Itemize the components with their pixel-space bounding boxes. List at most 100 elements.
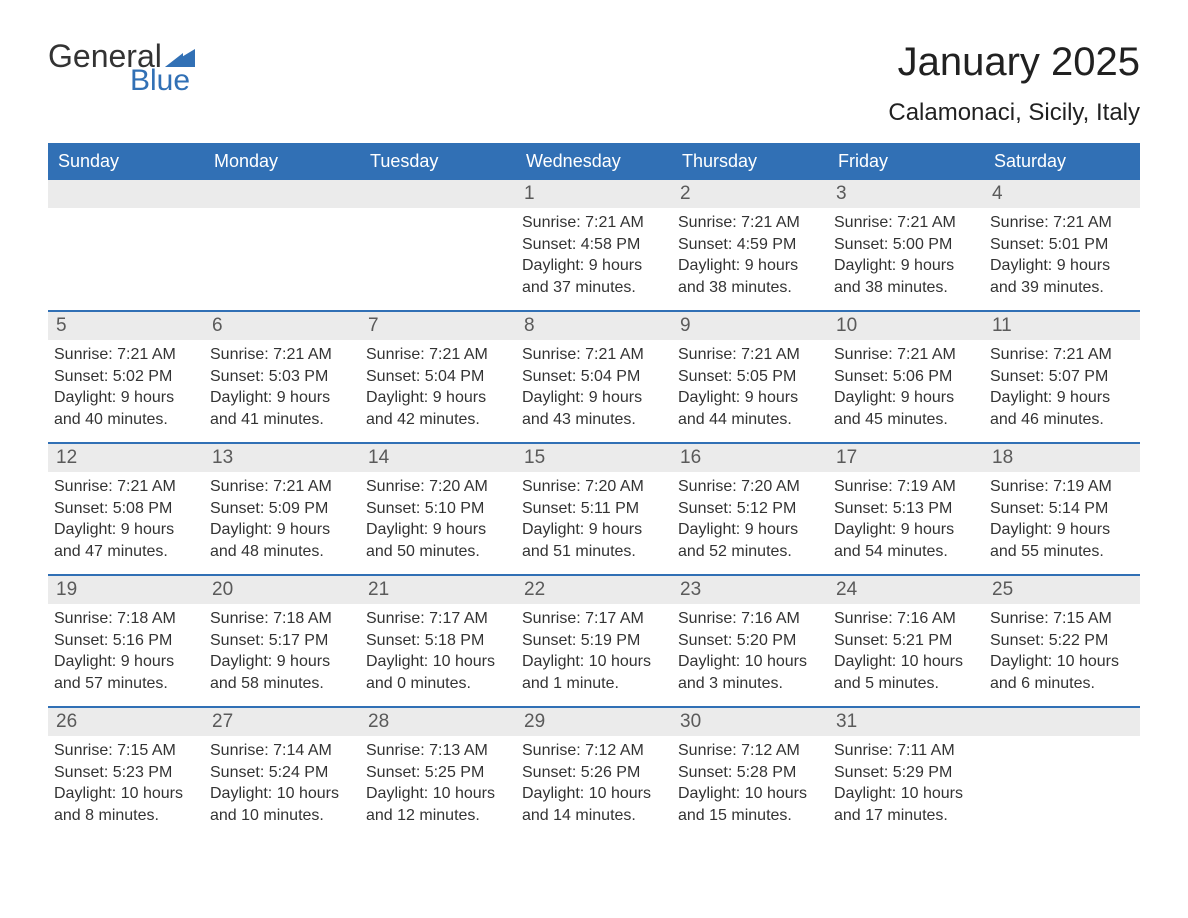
sunset-line: Sunset: 5:28 PM bbox=[678, 762, 822, 784]
day-cell: 31Sunrise: 7:11 AMSunset: 5:29 PMDayligh… bbox=[828, 708, 984, 838]
day-number: 20 bbox=[204, 576, 360, 604]
weekday-thursday: Thursday bbox=[672, 143, 828, 180]
day-content: Sunrise: 7:16 AMSunset: 5:21 PMDaylight:… bbox=[828, 604, 984, 698]
sunset-line: Sunset: 5:09 PM bbox=[210, 498, 354, 520]
day-cell: 24Sunrise: 7:16 AMSunset: 5:21 PMDayligh… bbox=[828, 576, 984, 706]
sunset-line: Sunset: 5:22 PM bbox=[990, 630, 1134, 652]
sunset-line: Sunset: 5:12 PM bbox=[678, 498, 822, 520]
daylight-line: Daylight: 10 hours and 0 minutes. bbox=[366, 651, 510, 694]
day-cell: 11Sunrise: 7:21 AMSunset: 5:07 PMDayligh… bbox=[984, 312, 1140, 442]
daylight-line: Daylight: 9 hours and 39 minutes. bbox=[990, 255, 1134, 298]
daylight-line: Daylight: 9 hours and 48 minutes. bbox=[210, 519, 354, 562]
daylight-line: Daylight: 9 hours and 40 minutes. bbox=[54, 387, 198, 430]
day-content: Sunrise: 7:15 AMSunset: 5:23 PMDaylight:… bbox=[48, 736, 204, 830]
day-cell: 3Sunrise: 7:21 AMSunset: 5:00 PMDaylight… bbox=[828, 180, 984, 310]
weeks-container: 1Sunrise: 7:21 AMSunset: 4:58 PMDaylight… bbox=[48, 180, 1140, 838]
sunset-line: Sunset: 5:23 PM bbox=[54, 762, 198, 784]
sunrise-line: Sunrise: 7:12 AM bbox=[678, 740, 822, 762]
sunset-line: Sunset: 5:21 PM bbox=[834, 630, 978, 652]
week-row: 12Sunrise: 7:21 AMSunset: 5:08 PMDayligh… bbox=[48, 442, 1140, 574]
day-cell: 28Sunrise: 7:13 AMSunset: 5:25 PMDayligh… bbox=[360, 708, 516, 838]
sunrise-line: Sunrise: 7:21 AM bbox=[522, 344, 666, 366]
day-cell: 26Sunrise: 7:15 AMSunset: 5:23 PMDayligh… bbox=[48, 708, 204, 838]
day-content: Sunrise: 7:18 AMSunset: 5:17 PMDaylight:… bbox=[204, 604, 360, 698]
day-content: Sunrise: 7:18 AMSunset: 5:16 PMDaylight:… bbox=[48, 604, 204, 698]
day-number: 27 bbox=[204, 708, 360, 736]
daylight-line: Daylight: 9 hours and 54 minutes. bbox=[834, 519, 978, 562]
week-row: 1Sunrise: 7:21 AMSunset: 4:58 PMDaylight… bbox=[48, 180, 1140, 310]
day-content: Sunrise: 7:12 AMSunset: 5:28 PMDaylight:… bbox=[672, 736, 828, 830]
sunset-line: Sunset: 5:01 PM bbox=[990, 234, 1134, 256]
day-number: 19 bbox=[48, 576, 204, 604]
daylight-line: Daylight: 10 hours and 15 minutes. bbox=[678, 783, 822, 826]
daylight-line: Daylight: 10 hours and 1 minute. bbox=[522, 651, 666, 694]
sunrise-line: Sunrise: 7:12 AM bbox=[522, 740, 666, 762]
header: General Blue January 2025 Calamonaci, Si… bbox=[48, 40, 1140, 127]
logo: General Blue bbox=[48, 40, 195, 96]
daylight-line: Daylight: 9 hours and 50 minutes. bbox=[366, 519, 510, 562]
day-number bbox=[204, 180, 360, 208]
day-cell: 13 Sunrise: 7:21 AMSunset: 5:09 PMDayligh… bbox=[204, 444, 360, 574]
day-content: Sunrise: 7:21 AMSunset: 4:58 PMDaylight:… bbox=[516, 208, 672, 302]
sunrise-line: Sunrise: 7:21 AM bbox=[678, 344, 822, 366]
daylight-line: Daylight: 9 hours and 55 minutes. bbox=[990, 519, 1134, 562]
weekday-wednesday: Wednesday bbox=[516, 143, 672, 180]
sunrise-line: Sunrise: 7:13 AM bbox=[366, 740, 510, 762]
sunset-line: Sunset: 5:04 PM bbox=[366, 366, 510, 388]
day-cell bbox=[204, 180, 360, 310]
sunrise-line: Sunrise: 7:21 AM bbox=[210, 476, 354, 498]
sunset-line: Sunset: 5:03 PM bbox=[210, 366, 354, 388]
day-cell: 6Sunrise: 7:21 AMSunset: 5:03 PMDaylight… bbox=[204, 312, 360, 442]
sunrise-line: Sunrise: 7:21 AM bbox=[522, 212, 666, 234]
day-cell: 30Sunrise: 7:12 AMSunset: 5:28 PMDayligh… bbox=[672, 708, 828, 838]
daylight-line: Daylight: 9 hours and 57 minutes. bbox=[54, 651, 198, 694]
sunrise-line: Sunrise: 7:21 AM bbox=[54, 344, 198, 366]
day-content: Sunrise: 7:21 AMSunset: 5:00 PMDaylight:… bbox=[828, 208, 984, 302]
day-number: 4 bbox=[984, 180, 1140, 208]
day-number: 21 bbox=[360, 576, 516, 604]
weekday-sunday: Sunday bbox=[48, 143, 204, 180]
sunset-line: Sunset: 5:29 PM bbox=[834, 762, 978, 784]
sunrise-line: Sunrise: 7:21 AM bbox=[834, 344, 978, 366]
day-cell: 1Sunrise: 7:21 AMSunset: 4:58 PMDaylight… bbox=[516, 180, 672, 310]
day-content: Sunrise: 7:20 AMSunset: 5:11 PMDaylight:… bbox=[516, 472, 672, 566]
day-content: Sunrise: 7:21 AMSunset: 5:04 PMDaylight:… bbox=[516, 340, 672, 434]
day-cell: 9Sunrise: 7:21 AMSunset: 5:05 PMDaylight… bbox=[672, 312, 828, 442]
day-number: 30 bbox=[672, 708, 828, 736]
day-number: 31 bbox=[828, 708, 984, 736]
daylight-line: Daylight: 10 hours and 8 minutes. bbox=[54, 783, 198, 826]
day-number: 17 bbox=[828, 444, 984, 472]
daylight-line: Daylight: 9 hours and 47 minutes. bbox=[54, 519, 198, 562]
day-content: Sunrise: 7:21 AMSunset: 5:07 PMDaylight:… bbox=[984, 340, 1140, 434]
location-label: Calamonaci, Sicily, Italy bbox=[888, 99, 1140, 127]
sunset-line: Sunset: 5:04 PM bbox=[522, 366, 666, 388]
day-number: 13 bbox=[204, 444, 360, 472]
title-block: January 2025 Calamonaci, Sicily, Italy bbox=[888, 40, 1140, 127]
day-cell: 25Sunrise: 7:15 AMSunset: 5:22 PMDayligh… bbox=[984, 576, 1140, 706]
logo-word2: Blue bbox=[130, 66, 190, 96]
sunrise-line: Sunrise: 7:21 AM bbox=[54, 476, 198, 498]
sunset-line: Sunset: 5:07 PM bbox=[990, 366, 1134, 388]
sunset-line: Sunset: 5:16 PM bbox=[54, 630, 198, 652]
sunrise-line: Sunrise: 7:15 AM bbox=[54, 740, 198, 762]
sunrise-line: Sunrise: 7:14 AM bbox=[210, 740, 354, 762]
day-number: 9 bbox=[672, 312, 828, 340]
sunset-line: Sunset: 5:05 PM bbox=[678, 366, 822, 388]
week-row: 19Sunrise: 7:18 AMSunset: 5:16 PMDayligh… bbox=[48, 574, 1140, 706]
sunrise-line: Sunrise: 7:21 AM bbox=[678, 212, 822, 234]
daylight-line: Daylight: 10 hours and 6 minutes. bbox=[990, 651, 1134, 694]
day-number: 10 bbox=[828, 312, 984, 340]
day-cell: 20Sunrise: 7:18 AMSunset: 5:17 PMDayligh… bbox=[204, 576, 360, 706]
sunrise-line: Sunrise: 7:11 AM bbox=[834, 740, 978, 762]
weekday-friday: Friday bbox=[828, 143, 984, 180]
day-cell bbox=[984, 708, 1140, 838]
sunset-line: Sunset: 4:59 PM bbox=[678, 234, 822, 256]
day-content: Sunrise: 7:15 AMSunset: 5:22 PMDaylight:… bbox=[984, 604, 1140, 698]
sunrise-line: Sunrise: 7:20 AM bbox=[678, 476, 822, 498]
sunset-line: Sunset: 5:08 PM bbox=[54, 498, 198, 520]
sunset-line: Sunset: 5:24 PM bbox=[210, 762, 354, 784]
day-cell: 16Sunrise: 7:20 AMSunset: 5:12 PMDayligh… bbox=[672, 444, 828, 574]
day-cell: 23Sunrise: 7:16 AMSunset: 5:20 PMDayligh… bbox=[672, 576, 828, 706]
day-content: Sunrise: 7:21 AMSunset: 5:02 PMDaylight:… bbox=[48, 340, 204, 434]
sunrise-line: Sunrise: 7:18 AM bbox=[210, 608, 354, 630]
